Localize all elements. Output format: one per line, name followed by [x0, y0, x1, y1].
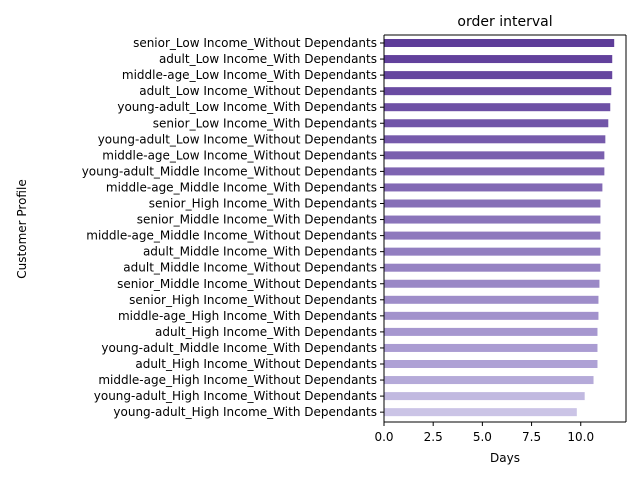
bar	[384, 392, 585, 401]
bar	[384, 71, 613, 80]
x-tick-label: 7.5	[522, 430, 541, 444]
x-tick-label: 10.0	[567, 430, 594, 444]
bar	[384, 343, 598, 352]
y-tick-label: middle-age_High Income_Without Dependant…	[98, 373, 377, 387]
bar	[384, 55, 613, 64]
bar	[384, 247, 601, 256]
bar	[384, 135, 606, 144]
bars-group	[384, 39, 615, 417]
y-tick-label: senior_Middle Income_With Dependants	[137, 213, 377, 227]
bar	[384, 215, 601, 224]
x-tick-label: 2.5	[424, 430, 443, 444]
bar	[384, 408, 577, 417]
y-tick-label: young-adult_Low Income_Without Dependant…	[98, 132, 377, 146]
y-tick-label: senior_High Income_With Dependants	[149, 197, 377, 211]
y-tick-label: senior_Low Income_Without Dependants	[133, 36, 377, 50]
y-tick-label: senior_Middle Income_Without Dependants	[117, 277, 377, 291]
bar	[384, 231, 601, 240]
bar	[384, 167, 605, 176]
y-tick-label: middle-age_Middle Income_Without Dependa…	[86, 229, 377, 243]
bar	[384, 119, 609, 128]
bar	[384, 87, 612, 96]
bar	[384, 376, 594, 385]
x-axis-label: Days	[490, 451, 520, 465]
bar	[384, 360, 598, 368]
y-tick-label: adult_Low Income_With Dependants	[159, 52, 377, 66]
y-tick-label: young-adult_High Income_With Dependants	[113, 405, 377, 419]
y-tick-label: young-adult_Middle Income_Without Depend…	[82, 164, 377, 178]
bar	[384, 279, 600, 288]
chart-title: order interval	[457, 14, 552, 30]
y-tick-label: middle-age_Low Income_Without Dependants	[102, 148, 377, 162]
bar	[384, 311, 599, 320]
x-tick-label: 5.0	[473, 430, 492, 444]
y-tick-label: middle-age_Low Income_With Dependants	[122, 68, 377, 82]
y-tick-label: adult_High Income_Without Dependants	[135, 357, 377, 371]
y-tick-label: senior_High Income_Without Dependants	[129, 293, 377, 307]
bar	[384, 183, 603, 192]
bar	[384, 39, 615, 47]
bar	[384, 295, 599, 304]
y-tick-label: adult_Low Income_Without Dependants	[139, 84, 377, 98]
y-tick-label: adult_High Income_With Dependants	[155, 325, 377, 339]
bar	[384, 103, 611, 112]
y-tick-label: middle-age_Middle Income_With Dependants	[106, 180, 377, 194]
y-tick-label: young-adult_High Income_Without Dependan…	[94, 389, 377, 403]
y-tick-label: young-adult_Middle Income_With Dependant…	[101, 341, 377, 355]
y-tick-label: adult_Middle Income_Without Dependants	[123, 261, 377, 275]
bar	[384, 327, 598, 336]
y-tick-labels: senior_Low Income_Without Dependants adul…	[82, 36, 384, 419]
bar	[384, 263, 601, 272]
y-tick-label: young-adult_Low Income_With Dependants	[117, 100, 377, 114]
y-tick-label: middle-age_High Income_With Dependants	[118, 309, 377, 323]
bar	[384, 199, 601, 208]
y-tick-label: adult_Middle Income_With Dependants	[143, 245, 377, 259]
bar	[384, 151, 605, 160]
y-tick-label: senior_Low Income_With Dependants	[153, 116, 377, 130]
x-ticks: 0.0 2.5 5.0 7.5 10.0	[374, 422, 594, 444]
x-tick-label: 0.0	[374, 430, 393, 444]
y-axis-label: Customer Profile	[15, 179, 29, 278]
